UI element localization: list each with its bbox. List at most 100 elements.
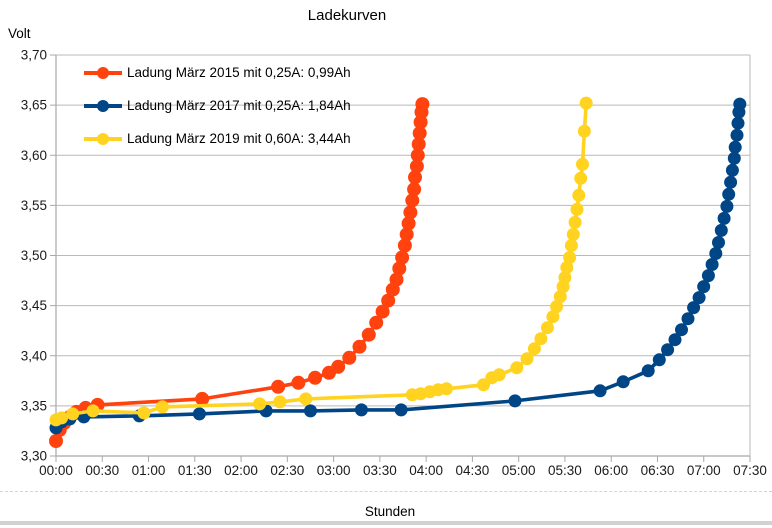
data-point-marker xyxy=(593,384,607,398)
data-point-marker xyxy=(558,271,572,285)
data-point-marker xyxy=(527,342,541,356)
data-point-marker xyxy=(352,339,367,354)
data-point-marker xyxy=(331,359,346,374)
data-point-marker xyxy=(564,239,578,252)
x-tick-label: 03:30 xyxy=(363,463,397,478)
series-2019-marker-icon xyxy=(84,132,122,146)
data-point-marker xyxy=(616,375,630,389)
data-point-marker xyxy=(727,151,741,165)
legend: Ladung März 2015 mit 0,25A: 0,99Ah Ladun… xyxy=(84,56,351,155)
data-point-marker xyxy=(271,379,286,394)
data-point-marker xyxy=(155,400,169,414)
x-tick-label: 05:00 xyxy=(502,463,536,478)
data-point-marker xyxy=(354,403,368,417)
data-point-marker xyxy=(687,301,701,315)
data-point-marker xyxy=(381,293,396,308)
data-point-marker xyxy=(681,312,695,326)
data-point-marker xyxy=(395,250,410,265)
data-point-marker xyxy=(405,193,420,208)
legend-label-2019: Ladung März 2019 mit 0,60A: 3,44Ah xyxy=(127,131,351,146)
x-axis-title: Stunden xyxy=(364,504,416,519)
data-point-marker xyxy=(273,395,287,409)
y-tick-label: 3,35 xyxy=(21,398,47,413)
data-point-marker xyxy=(253,397,267,411)
data-point-marker xyxy=(553,290,567,304)
data-point-marker xyxy=(412,126,427,141)
data-point-marker xyxy=(55,411,69,425)
data-point-marker xyxy=(728,140,742,154)
data-point-marker xyxy=(577,124,591,138)
data-point-marker xyxy=(394,403,408,417)
x-tick-label: 02:30 xyxy=(270,463,304,478)
x-tick-label: 04:00 xyxy=(409,463,443,478)
data-point-marker xyxy=(397,238,412,253)
data-point-marker xyxy=(410,148,425,163)
chart-title: Ladekurven xyxy=(307,7,387,24)
y-tick-label: 3,65 xyxy=(21,98,47,113)
series-2015-marker-icon xyxy=(84,66,122,80)
x-tick-label: 05:30 xyxy=(548,463,582,478)
data-point-marker xyxy=(291,375,306,390)
data-point-marker xyxy=(304,404,317,418)
data-point-marker xyxy=(576,157,589,171)
data-point-marker xyxy=(722,187,736,201)
series-2015 xyxy=(49,97,430,448)
data-point-marker xyxy=(709,247,723,260)
data-point-marker xyxy=(492,368,506,382)
data-point-marker xyxy=(369,315,384,330)
data-point-marker xyxy=(342,350,357,365)
data-point-marker xyxy=(413,115,428,130)
data-point-marker xyxy=(717,211,731,225)
data-point-marker xyxy=(661,343,675,357)
legend-item-2017: Ladung März 2017 mit 0,25A: 1,84Ah xyxy=(84,89,351,122)
data-point-marker xyxy=(560,261,574,274)
data-point-marker xyxy=(415,97,430,112)
x-tick-label: 07:30 xyxy=(733,463,767,478)
y-tick-label: 3,50 xyxy=(21,248,47,263)
data-point-marker xyxy=(308,370,323,385)
data-point-marker xyxy=(730,128,744,142)
data-point-marker xyxy=(724,175,738,189)
y-axis-title: Volt xyxy=(8,26,31,41)
data-point-marker xyxy=(579,96,593,110)
data-point-marker xyxy=(195,391,210,406)
data-point-marker xyxy=(652,353,666,367)
data-point-marker xyxy=(675,323,688,337)
x-tick-label: 01:00 xyxy=(132,463,166,478)
data-point-marker xyxy=(546,310,560,324)
data-point-marker xyxy=(192,407,206,421)
x-tick-label: 06:00 xyxy=(594,463,628,478)
data-point-marker xyxy=(508,394,522,408)
x-tick-label: 01:30 xyxy=(178,463,212,478)
data-point-marker xyxy=(411,137,426,152)
data-point-marker xyxy=(392,261,407,276)
data-point-marker xyxy=(574,171,588,185)
data-point-marker xyxy=(49,434,63,448)
series-2017-marker-icon xyxy=(84,99,122,113)
x-tick-label: 02:00 xyxy=(224,463,258,478)
x-tick-label: 00:00 xyxy=(39,463,73,478)
data-point-marker xyxy=(534,332,548,346)
x-tick-label: 00:30 xyxy=(85,463,119,478)
data-point-marker xyxy=(408,170,422,185)
data-point-marker xyxy=(705,258,719,271)
y-tick-label: 3,60 xyxy=(21,148,47,163)
data-point-marker xyxy=(572,188,586,202)
data-point-marker xyxy=(137,406,151,420)
legend-label-2015: Ladung März 2015 mit 0,25A: 0,99Ah xyxy=(127,65,351,80)
legend-label-2017: Ladung März 2017 mit 0,25A: 1,84Ah xyxy=(127,98,351,113)
data-point-marker xyxy=(568,215,582,229)
data-point-marker xyxy=(563,251,577,264)
data-point-marker xyxy=(701,269,715,283)
series-2019 xyxy=(49,96,593,427)
bottom-divider-bar xyxy=(0,521,772,525)
data-point-marker xyxy=(692,291,706,305)
data-point-marker xyxy=(566,227,580,241)
y-tick-label: 3,45 xyxy=(21,298,47,313)
y-tick-label: 3,55 xyxy=(21,198,47,213)
data-point-marker xyxy=(299,392,313,406)
data-point-marker xyxy=(520,352,534,366)
data-point-marker xyxy=(550,300,564,314)
